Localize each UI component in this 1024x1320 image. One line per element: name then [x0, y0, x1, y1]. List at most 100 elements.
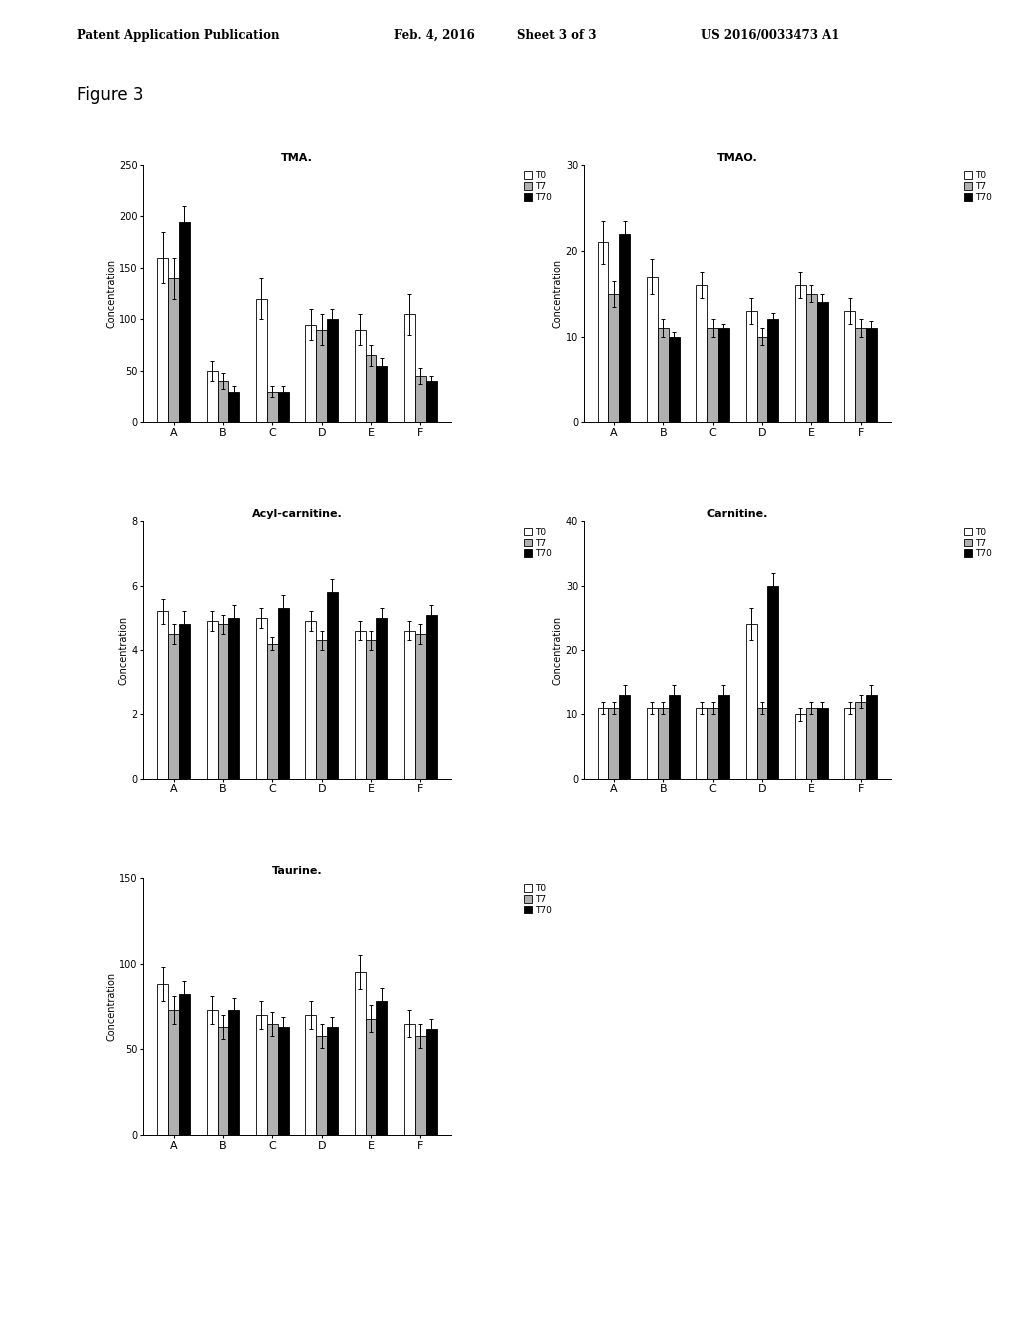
Title: TMAO.: TMAO.: [717, 153, 758, 162]
Title: Acyl-carnitine.: Acyl-carnitine.: [252, 510, 342, 519]
Bar: [620, 696, 630, 779]
Bar: [316, 1036, 327, 1135]
Bar: [845, 708, 855, 779]
Bar: [256, 298, 267, 422]
Bar: [158, 611, 168, 779]
Bar: [179, 994, 189, 1135]
Bar: [327, 1027, 338, 1135]
Bar: [745, 312, 757, 422]
Bar: [207, 622, 217, 779]
Text: Patent Application Publication: Patent Application Publication: [77, 29, 280, 42]
Bar: [866, 327, 877, 422]
Y-axis label: Concentration: Concentration: [106, 259, 117, 329]
Bar: [278, 1027, 289, 1135]
Bar: [217, 381, 228, 422]
Bar: [267, 392, 278, 422]
Bar: [415, 634, 426, 779]
Bar: [316, 330, 327, 422]
Bar: [866, 696, 877, 779]
Bar: [207, 1010, 217, 1135]
Title: TMA.: TMA.: [281, 153, 313, 162]
Bar: [354, 330, 366, 422]
Bar: [179, 624, 189, 779]
Bar: [708, 708, 718, 779]
Text: Figure 3: Figure 3: [77, 86, 143, 104]
Title: Carnitine.: Carnitine.: [707, 510, 768, 519]
Bar: [256, 618, 267, 779]
Bar: [767, 586, 778, 779]
Bar: [404, 631, 415, 779]
Legend: T0, T7, T70: T0, T7, T70: [522, 882, 554, 916]
Legend: T0, T7, T70: T0, T7, T70: [522, 169, 554, 203]
Bar: [415, 1036, 426, 1135]
Bar: [327, 319, 338, 422]
Bar: [158, 985, 168, 1135]
Bar: [806, 708, 817, 779]
Bar: [228, 1010, 240, 1135]
Bar: [217, 1027, 228, 1135]
Bar: [795, 714, 806, 779]
Bar: [168, 1010, 179, 1135]
Bar: [608, 708, 620, 779]
Bar: [207, 371, 217, 422]
Bar: [228, 392, 240, 422]
Bar: [795, 285, 806, 422]
Bar: [426, 615, 436, 779]
Legend: T0, T7, T70: T0, T7, T70: [963, 169, 994, 203]
Bar: [305, 325, 316, 422]
Bar: [228, 618, 240, 779]
Bar: [855, 327, 866, 422]
Bar: [657, 708, 669, 779]
Bar: [168, 634, 179, 779]
Bar: [647, 277, 657, 422]
Text: Feb. 4, 2016: Feb. 4, 2016: [394, 29, 475, 42]
Bar: [426, 1028, 436, 1135]
Bar: [647, 708, 657, 779]
Bar: [158, 257, 168, 422]
Bar: [767, 319, 778, 422]
Bar: [718, 696, 729, 779]
Y-axis label: Concentration: Concentration: [553, 259, 563, 329]
Bar: [366, 1019, 377, 1135]
Legend: T0, T7, T70: T0, T7, T70: [963, 525, 994, 560]
Bar: [354, 972, 366, 1135]
Title: Taurine.: Taurine.: [271, 866, 323, 875]
Bar: [377, 1002, 387, 1135]
Bar: [305, 1015, 316, 1135]
Bar: [267, 1024, 278, 1135]
Bar: [267, 644, 278, 779]
Bar: [366, 355, 377, 422]
Bar: [168, 279, 179, 422]
Bar: [415, 376, 426, 422]
Y-axis label: Concentration: Concentration: [553, 615, 563, 685]
Bar: [598, 708, 608, 779]
Text: Sheet 3 of 3: Sheet 3 of 3: [517, 29, 597, 42]
Bar: [426, 381, 436, 422]
Bar: [278, 392, 289, 422]
Bar: [620, 234, 630, 422]
Legend: T0, T7, T70: T0, T7, T70: [522, 525, 554, 560]
Bar: [179, 222, 189, 422]
Bar: [598, 243, 608, 422]
Bar: [256, 1015, 267, 1135]
Bar: [404, 1024, 415, 1135]
Bar: [806, 294, 817, 422]
Bar: [217, 624, 228, 779]
Bar: [354, 631, 366, 779]
Bar: [377, 618, 387, 779]
Bar: [377, 366, 387, 422]
Bar: [696, 708, 708, 779]
Bar: [845, 312, 855, 422]
Bar: [327, 593, 338, 779]
Bar: [278, 609, 289, 779]
Bar: [316, 640, 327, 779]
Y-axis label: Concentration: Concentration: [119, 615, 129, 685]
Bar: [305, 622, 316, 779]
Bar: [817, 708, 827, 779]
Y-axis label: Concentration: Concentration: [106, 972, 117, 1041]
Bar: [817, 302, 827, 422]
Bar: [708, 327, 718, 422]
Bar: [404, 314, 415, 422]
Bar: [696, 285, 708, 422]
Bar: [608, 294, 620, 422]
